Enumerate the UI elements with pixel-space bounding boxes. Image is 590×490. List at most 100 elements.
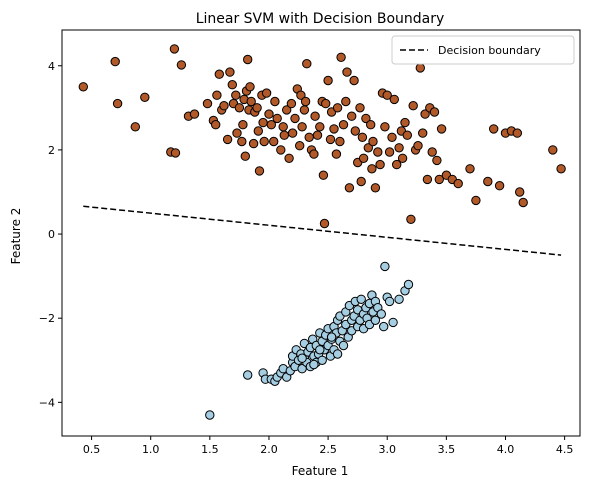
class1-point xyxy=(329,124,339,134)
y-tick-label: −4 xyxy=(39,396,55,409)
class1-point xyxy=(282,105,292,115)
class1-point xyxy=(418,128,428,138)
x-tick-label: 3.5 xyxy=(438,443,456,456)
y-axis-ticks: −4 −2 0 2 4 xyxy=(39,60,62,409)
class1-point xyxy=(347,111,357,121)
class1-point xyxy=(284,153,294,164)
class1-point xyxy=(278,122,288,132)
class0-point xyxy=(380,261,390,272)
class0-point xyxy=(388,317,398,328)
class1-point xyxy=(312,130,323,140)
y-tick-label: −2 xyxy=(39,312,55,325)
class1-point xyxy=(402,130,412,140)
class0-point xyxy=(332,349,343,359)
class1-point xyxy=(225,67,235,77)
y-tick-label: 0 xyxy=(48,228,55,241)
class1-point xyxy=(375,159,385,170)
class1-point xyxy=(214,69,225,79)
class1-point xyxy=(350,126,360,136)
class1-point xyxy=(429,107,440,117)
class1-point xyxy=(323,75,333,86)
class1-point xyxy=(261,88,272,98)
class1-point xyxy=(344,183,355,193)
class1-point xyxy=(420,109,430,119)
class1-point xyxy=(140,92,150,103)
x-axis-ticks: 0.5 1.0 1.5 2.0 2.5 3.0 3.5 4.0 4.5 xyxy=(83,436,573,456)
class1-point xyxy=(110,56,120,67)
class1-point xyxy=(368,136,378,147)
x-tick-label: 0.5 xyxy=(83,443,101,456)
class1-point xyxy=(296,90,306,100)
class1-point xyxy=(394,143,404,153)
class1-point xyxy=(297,122,307,132)
class1-point xyxy=(332,103,343,113)
class1-point xyxy=(318,170,329,180)
class0-point xyxy=(403,279,414,290)
class0-point xyxy=(205,410,215,420)
class1-point xyxy=(465,164,475,174)
class1-point xyxy=(384,147,395,157)
class1-point xyxy=(382,90,392,100)
class1-point xyxy=(515,187,525,197)
class1-point xyxy=(331,149,342,159)
x-tick-label: 2.5 xyxy=(319,443,337,456)
legend: Decision boundary xyxy=(391,35,575,65)
class1-point xyxy=(432,155,442,166)
class1-point xyxy=(259,136,269,147)
class1-point xyxy=(78,82,89,92)
class0-point xyxy=(338,340,349,351)
class1-point xyxy=(279,130,289,140)
class1-point xyxy=(512,128,522,138)
class1-point xyxy=(304,132,314,143)
class1-point xyxy=(471,195,481,206)
class1-points xyxy=(78,44,566,229)
class1-point xyxy=(212,90,222,100)
class0-point xyxy=(326,332,337,342)
class1-point xyxy=(222,134,233,145)
class1-point xyxy=(415,63,425,73)
class1-point xyxy=(169,44,180,54)
x-tick-label: 4.0 xyxy=(497,443,515,456)
class1-point xyxy=(276,145,286,155)
class1-point xyxy=(357,132,368,143)
y-tick-label: 2 xyxy=(48,144,55,157)
class1-point xyxy=(556,164,566,174)
class1-point xyxy=(300,96,311,107)
x-tick-label: 1.0 xyxy=(142,443,160,456)
class0-point xyxy=(394,294,404,304)
class1-point xyxy=(309,149,319,159)
legend-boundary-label: Decision boundary xyxy=(438,44,541,57)
y-tick-label: 4 xyxy=(48,60,55,73)
class1-point xyxy=(295,141,305,151)
class0-point xyxy=(370,315,381,325)
class1-point xyxy=(189,109,200,119)
class1-point xyxy=(392,159,402,170)
chart-title: Linear SVM with Decision Boundary xyxy=(196,11,445,27)
class1-point xyxy=(287,128,298,138)
class1-point xyxy=(436,124,447,134)
class0-point xyxy=(376,309,386,319)
class1-point xyxy=(176,60,187,70)
class1-point xyxy=(349,75,359,86)
class1-point xyxy=(243,54,253,65)
class0-point xyxy=(297,353,307,363)
class1-point xyxy=(266,120,276,130)
class1-point xyxy=(367,164,377,174)
decision-boundary-line xyxy=(83,205,562,256)
class1-point xyxy=(380,122,390,132)
class1-point xyxy=(252,103,262,113)
class1-point xyxy=(286,98,297,109)
class1-point xyxy=(237,136,247,147)
class0-point xyxy=(356,294,366,304)
class1-point xyxy=(240,151,251,161)
class0-point xyxy=(243,370,253,380)
class1-point xyxy=(302,59,312,69)
class1-point xyxy=(321,98,331,109)
class1-point xyxy=(290,113,300,124)
class1-point xyxy=(248,138,259,149)
class1-point xyxy=(335,136,345,147)
class1-point xyxy=(232,128,242,138)
y-axis-label: Feature 2 xyxy=(9,208,23,265)
class1-point xyxy=(413,141,423,151)
class1-point xyxy=(389,94,399,105)
